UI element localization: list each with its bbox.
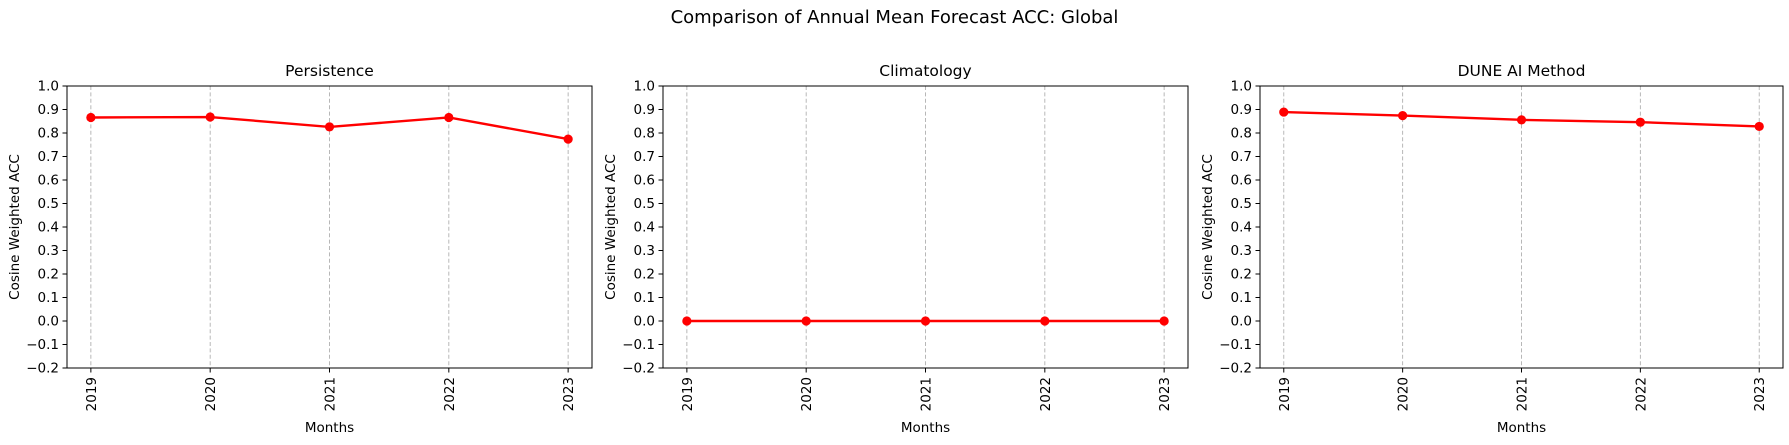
y-tick-label: 0.5: [634, 196, 655, 212]
data-point: [801, 316, 811, 326]
y-tick-label: 0.0: [38, 314, 59, 330]
y-tick-label: 0.8: [1231, 126, 1252, 142]
y-tick-label: 0.0: [634, 314, 655, 330]
x-tick-label: 2020: [799, 377, 815, 411]
y-tick-label: 0.9: [1231, 102, 1252, 118]
x-tick-label: 2020: [1396, 377, 1412, 411]
x-tick-label: 2021: [323, 377, 339, 411]
x-axis-label: Months: [1497, 420, 1546, 436]
y-tick-label: 0.7: [634, 149, 655, 165]
y-tick-label: 0.3: [1231, 243, 1252, 259]
subplot-dune-ai-method: 1.0 0.9 0.8 0.7 0.6 0.5 0.4 0.3 0.2 0.1 0.0 −0.1 −0.…: [1200, 62, 1784, 436]
data-point: [444, 112, 454, 123]
subplot-persistence: 1.0 0.9 0.8 0.7 0.6 0.5 0.4 0.3 0.2 0.1 0.0 −0.1 −0.…: [7, 62, 593, 436]
y-tick-label: 0.3: [38, 243, 59, 259]
y-tick-label: 0.4: [1231, 220, 1252, 236]
y-tick-label: 0.4: [634, 220, 655, 236]
data-point: [920, 316, 931, 326]
x-tick-label: 2022: [1633, 377, 1649, 411]
y-tick-label: 0.4: [38, 220, 59, 236]
subplot-climatology: 1.0 0.9 0.8 0.7 0.6 0.5 0.4 0.3 0.2 0.1 0.0 −0.1 −0.…: [603, 62, 1189, 436]
data-point: [563, 134, 573, 144]
y-axis-label: Cosine Weighted ACC: [1200, 154, 1216, 300]
y-tick-label: −0.1: [1219, 337, 1252, 353]
x-tick-label: 2019: [680, 377, 696, 411]
data-point: [86, 112, 96, 123]
y-tick-label: 0.5: [1231, 196, 1252, 212]
y-tick-label: 0.3: [634, 243, 655, 259]
y-tick-label: 1.0: [634, 79, 655, 95]
y-tick-label: 0.6: [634, 173, 655, 189]
y-tick-label: 1.0: [38, 79, 59, 95]
subplot-title: Climatology: [879, 62, 971, 80]
y-tick-label: 0.8: [38, 126, 59, 142]
x-tick-label: 2021: [919, 377, 935, 411]
x-tick-label: 2022: [442, 377, 458, 411]
x-tick-label: 2019: [1277, 377, 1293, 411]
x-tick-label: 2021: [1515, 377, 1531, 411]
y-tick-label: −0.1: [622, 337, 655, 353]
data-point: [1279, 107, 1289, 117]
y-tick-label: 0.7: [1231, 149, 1252, 165]
y-tick-label: 0.2: [1231, 267, 1252, 283]
x-axis-label: Months: [305, 420, 354, 436]
y-tick-label: −0.1: [26, 337, 59, 353]
y-tick-label: −0.2: [1219, 361, 1252, 377]
x-axis-label: Months: [901, 420, 950, 436]
y-tick-label: −0.2: [622, 361, 655, 377]
data-point: [324, 122, 335, 132]
y-tick-label: 0.2: [38, 267, 59, 283]
x-tick-label: 2023: [561, 377, 577, 411]
y-tick-label: 0.0: [1231, 314, 1252, 330]
subplot-title: DUNE AI Method: [1458, 62, 1586, 80]
y-axis-label: Cosine Weighted ACC: [603, 154, 619, 300]
data-point: [1398, 111, 1408, 121]
y-tick-label: 0.8: [634, 126, 655, 142]
y-tick-label: 0.6: [38, 173, 59, 189]
y-tick-label: 0.1: [634, 290, 655, 306]
x-tick-label: 2020: [203, 377, 219, 411]
y-tick-label: 0.5: [38, 196, 59, 212]
data-point: [1040, 316, 1050, 326]
subplot-title: Persistence: [285, 62, 374, 80]
y-tick-label: 0.6: [1231, 173, 1252, 189]
y-axis-label: Cosine Weighted ACC: [7, 154, 23, 300]
data-point: [1159, 316, 1169, 326]
data-point: [682, 316, 692, 326]
y-tick-label: −0.2: [26, 361, 59, 377]
y-tick-label: 0.9: [38, 102, 59, 118]
data-point: [1516, 115, 1527, 125]
y-tick-label: 1.0: [1231, 79, 1252, 95]
data-point: [205, 112, 215, 122]
y-tick-label: 0.7: [38, 149, 59, 165]
data-point: [1635, 117, 1645, 127]
y-tick-label: 0.1: [1231, 290, 1252, 306]
x-tick-label: 2023: [1752, 377, 1768, 411]
y-tick-label: 0.9: [634, 102, 655, 118]
y-tick-label: 0.1: [38, 290, 59, 306]
data-point: [1754, 121, 1764, 132]
figure-title: Comparison of Annual Mean Forecast ACC: …: [670, 7, 1119, 28]
x-tick-label: 2023: [1157, 377, 1173, 411]
x-tick-label: 2019: [84, 377, 100, 411]
x-tick-label: 2022: [1038, 377, 1054, 411]
y-tick-label: 0.2: [634, 267, 655, 283]
